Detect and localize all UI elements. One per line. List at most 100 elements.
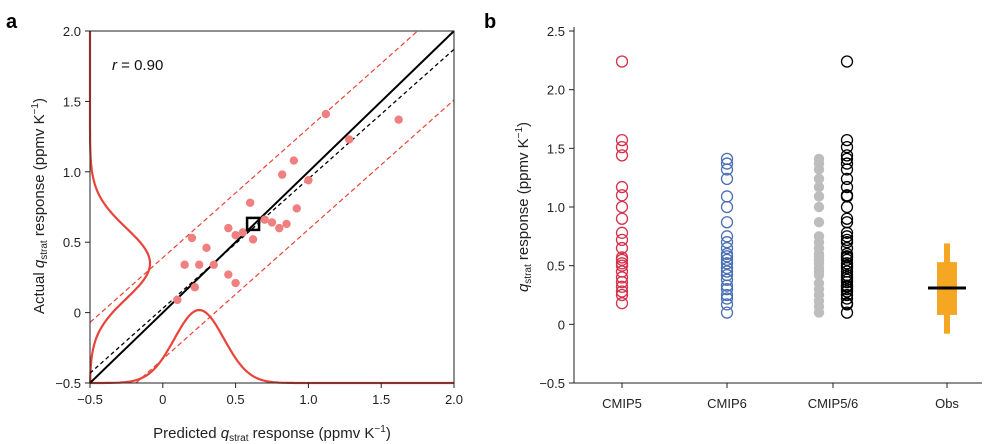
cmip5-point xyxy=(615,189,629,202)
x-category-label: CMIP5 xyxy=(602,396,642,411)
cmip5-6-grey-point xyxy=(813,181,825,193)
cmip5-point xyxy=(615,149,629,162)
y-tick-label: 1.0 xyxy=(547,200,565,215)
cmip6-point xyxy=(720,190,734,203)
cmip5-point xyxy=(615,297,629,310)
cmip6-point xyxy=(720,282,734,296)
cmip6-point xyxy=(720,250,734,263)
cmip5-point xyxy=(615,253,629,266)
y-tick-label: 1.5 xyxy=(63,94,81,109)
cmip5-6-point xyxy=(840,163,854,176)
model-point xyxy=(277,170,287,179)
model-point xyxy=(394,115,403,124)
cmip6-point xyxy=(720,306,734,319)
x-tick-label: 0.5 xyxy=(227,392,245,407)
cmip5-point xyxy=(615,241,629,255)
cmip5-point xyxy=(615,285,629,298)
model-point xyxy=(190,283,200,292)
cmip5-6-point xyxy=(840,55,854,68)
model-point xyxy=(282,219,291,229)
cmip5-point xyxy=(615,288,629,302)
cmip6-point xyxy=(720,241,734,255)
model-point xyxy=(173,295,182,305)
y-tick-label: 0 xyxy=(74,306,81,321)
cmip5-point xyxy=(615,200,629,214)
model-point xyxy=(224,223,233,233)
model-point xyxy=(180,260,189,269)
model-point xyxy=(245,198,255,207)
x-category-label: CMIP6 xyxy=(707,396,747,411)
x-distribution-curve xyxy=(90,308,454,385)
cmip5-point xyxy=(615,226,629,239)
cmip5-point xyxy=(615,180,629,194)
cmip5-point xyxy=(615,275,629,289)
panel-a-frame xyxy=(89,30,455,384)
y-tick-label: −0.5 xyxy=(55,376,81,391)
panel-b-label: b xyxy=(484,11,496,33)
cmip5-6-point xyxy=(840,298,854,311)
cmip5-point xyxy=(615,141,629,154)
cmip5-point xyxy=(615,233,629,247)
cmip5-6-grey-point xyxy=(813,269,825,281)
model-point xyxy=(202,243,211,253)
model-point xyxy=(238,228,248,237)
cmip6-point xyxy=(720,257,734,270)
regression-line xyxy=(89,48,455,374)
model-point xyxy=(344,135,354,144)
cmip6-point xyxy=(720,236,734,249)
cmip5-6-point xyxy=(840,226,854,239)
mean-marker xyxy=(245,216,261,232)
correlation-annotation: r = 0.90 xyxy=(112,57,163,74)
panel-a-x-axis-label: Predicted qstrat response (ppmv K−1) xyxy=(153,424,391,444)
panel-b-y-axis-label: qstrat response (ppmv K−1) xyxy=(514,122,534,292)
cmip6-point xyxy=(720,172,734,185)
cmip5-6-grey-point xyxy=(813,201,825,213)
cmip5-6-grey-point xyxy=(813,307,825,318)
cmip5-6-point xyxy=(840,288,854,302)
prediction-band-upper xyxy=(89,30,418,323)
cmip5-6-grey-point xyxy=(813,173,825,185)
cmip5-6-point xyxy=(840,212,854,225)
x-tick-label: 0 xyxy=(159,392,166,407)
y-distribution-curve xyxy=(88,31,152,383)
cmip6-point xyxy=(720,292,734,305)
model-point xyxy=(289,156,299,165)
cmip5-6-grey-point xyxy=(813,164,825,175)
cmip5-6-point xyxy=(840,157,854,170)
panel-a-label: a xyxy=(6,11,18,33)
x-category-label: CMIP5/6 xyxy=(808,396,859,411)
cmip5-point xyxy=(615,259,629,272)
correlation-value: = 0.90 xyxy=(117,57,163,74)
cmip5-point xyxy=(615,55,629,68)
cmip5-6-point xyxy=(840,133,854,147)
x-tick-label: 2.0 xyxy=(445,392,463,407)
cmip6-point xyxy=(720,273,734,286)
cmip6-point xyxy=(720,216,734,229)
y-tick-label: 2.0 xyxy=(547,83,565,98)
model-point xyxy=(292,204,301,213)
cmip5-6-point xyxy=(840,141,854,154)
y-tick-label: 0.5 xyxy=(63,235,81,250)
model-point xyxy=(209,260,218,269)
panel-a-y-axis-label: Actual qstrat response (ppmv K−1) xyxy=(30,98,50,314)
correlation-symbol: r xyxy=(112,57,118,74)
panel-a-plot: −0.5 0 0.5 1.0 1.5 2.0 −0.5 0 0.5 1.0 1.5 2.0 xyxy=(55,24,463,407)
model-point xyxy=(231,278,240,288)
cmip6-point xyxy=(720,163,734,176)
model-point xyxy=(224,270,233,279)
model-point xyxy=(321,109,331,119)
cmip6-point xyxy=(720,279,734,292)
model-point xyxy=(248,235,258,244)
x-tick-label: 1.5 xyxy=(372,392,390,407)
model-point xyxy=(267,218,277,227)
model-point xyxy=(260,215,269,224)
one-to-one-line xyxy=(89,30,455,384)
y-tick-label: −0.5 xyxy=(539,376,565,391)
y-tick-label: 0 xyxy=(558,317,565,332)
cmip5-6-point xyxy=(840,285,854,298)
cmip5-6-grey-point xyxy=(813,191,825,202)
model-point xyxy=(231,230,240,240)
y-tick-label: 1.0 xyxy=(63,165,81,180)
cmip5-point xyxy=(615,280,629,293)
